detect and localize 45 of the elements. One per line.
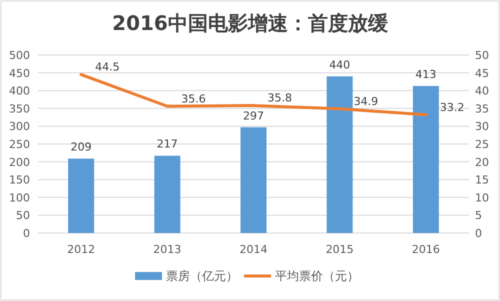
bar — [68, 158, 94, 233]
y-tick-label: 250 — [9, 138, 30, 151]
y-tick-label: 350 — [9, 102, 30, 116]
legend-label: 平均票价（元） — [275, 269, 359, 283]
y2-tick-label: 40 — [475, 84, 489, 98]
x-tick-label: 2015 — [326, 243, 354, 256]
y2-tick-label: 50 — [475, 49, 489, 62]
data-label: 440 — [329, 58, 350, 72]
y-tick-label: 300 — [9, 120, 30, 134]
y2-tick-label: 5 — [475, 209, 482, 222]
data-label: 35.8 — [268, 92, 292, 105]
y-tick-label: 450 — [9, 66, 30, 80]
y2-tick-label: 45 — [475, 66, 489, 80]
y2-tick-label: 25 — [475, 138, 489, 151]
legend-label: 票房（亿元） — [166, 269, 238, 283]
y2-tick-label: 15 — [475, 174, 489, 187]
y2-tick-label: 20 — [475, 156, 489, 169]
y-tick-label: 0 — [23, 227, 30, 240]
x-tick-label: 2012 — [67, 243, 96, 256]
y2-tick-label: 0 — [475, 227, 482, 240]
x-tick-label: 2014 — [240, 243, 268, 256]
y-tick-label: 200 — [9, 156, 30, 169]
data-label: 413 — [415, 68, 436, 81]
bar — [154, 156, 180, 233]
x-tick-label: 2016 — [412, 243, 440, 256]
y-tick-label: 50 — [16, 209, 30, 222]
data-label: 297 — [243, 109, 264, 122]
data-label: 209 — [70, 140, 92, 154]
data-label: 35.6 — [181, 92, 206, 106]
data-label: 34.9 — [354, 94, 378, 108]
y-tick-label: 150 — [9, 174, 30, 187]
chart-title: 2016中国电影增速：首度放缓 — [112, 11, 388, 35]
data-label: 217 — [156, 138, 178, 151]
y-tick-label: 100 — [9, 191, 30, 204]
x-tick-label: 2013 — [153, 243, 182, 256]
bar — [412, 86, 439, 233]
y2-tick-label: 10 — [475, 191, 489, 204]
data-label: 33.2 — [440, 100, 464, 114]
bar — [240, 127, 266, 233]
bar — [326, 76, 353, 233]
data-label: 44.5 — [95, 60, 120, 74]
y2-tick-label: 30 — [475, 120, 489, 134]
y-tick-label: 500 — [9, 49, 30, 62]
y2-tick-label: 35 — [475, 102, 489, 116]
y-tick-label: 400 — [9, 84, 30, 98]
